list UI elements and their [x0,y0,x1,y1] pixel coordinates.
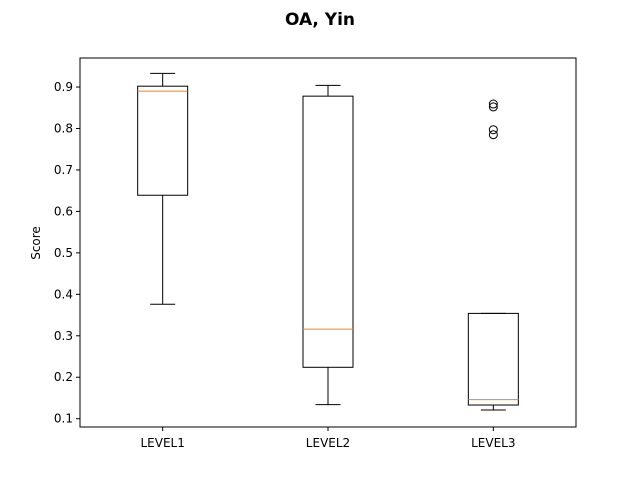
y-tick-label: 0.7 [54,163,73,177]
axes-frame [79,57,577,428]
x-tick-label: LEVEL1 [140,436,184,450]
y-tick-label: 0.5 [54,246,73,260]
y-tick-label: 0.2 [54,370,73,384]
y-tick-label: 0.4 [54,287,73,301]
box-level1 [137,85,189,196]
box-level3 [467,312,519,406]
y-tick-label: 0.1 [54,412,73,426]
x-tick-label: LEVEL2 [306,436,350,450]
y-tick-label: 0.3 [54,329,73,343]
flier-point [488,125,498,135]
box-level2 [302,95,354,368]
flier-point [488,99,498,109]
y-tick-label: 0.6 [54,204,73,218]
flier-point [488,102,498,112]
y-tick-label: 0.8 [54,121,73,135]
chart-title: OA, Yin [285,10,355,30]
y-axis-label: Score [29,226,43,260]
y-tick-label: 0.9 [54,80,73,94]
flier-point [488,130,498,140]
x-tick-label: LEVEL3 [471,436,515,450]
plot-area: 0.1 0.2 0.3 0.4 0.5 0.6 0.7 0.8 0.9 LEVEL1 LEVEL2 L… [54,57,577,450]
